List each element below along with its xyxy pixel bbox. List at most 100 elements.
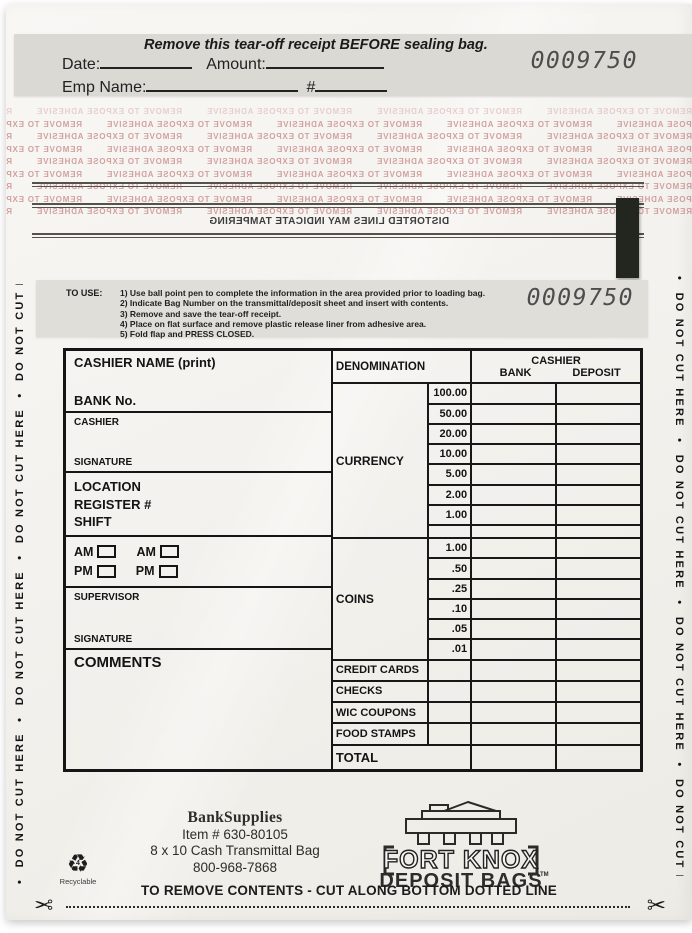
deposit-entry-cell (554, 597, 642, 621)
logo-left-bracket (383, 845, 394, 876)
logo-roof-band (421, 810, 501, 820)
logo-building-body (405, 818, 517, 834)
section-label: COINS (331, 537, 430, 661)
tamper-warning-text: DISTORTED LINES MAY INDICATE TAMPERING (208, 216, 450, 227)
deposit-entry-cell (554, 557, 642, 580)
cashier-name-section: CASHIER NAME (print) BANK No. (66, 351, 331, 413)
am-row: AM AM (74, 545, 323, 559)
deposit-entry-cell (554, 422, 642, 446)
logo-deposit-bags-text: DEPOSIT BAGS (379, 870, 542, 891)
special-row-label: FOOD STAMPS (331, 722, 430, 746)
bank-column-header: BANK (499, 366, 532, 379)
denomination-amount: .10 (427, 597, 473, 621)
register-label: REGISTER # (74, 496, 152, 512)
deposit-entry-cell (554, 701, 642, 725)
receipt-date-amount-line: Date: Amount: (62, 54, 384, 74)
scissors-icon: ✂ (34, 892, 54, 918)
bank-entry-cell (470, 524, 557, 540)
adhesive-security-text: REMOVE TO EXPOSE ADHESIVE REMOVE TO EXPO… (6, 119, 692, 129)
receipt-notice: Remove this tear-off receipt BEFORE seal… (144, 37, 488, 53)
logo-fort-knox-text: FORT KNOX (383, 846, 539, 874)
bank-entry-cell (470, 463, 557, 486)
adhesive-security-text: REMOVE TO EXPOSE ADHESIVE REMOVE TO EXPO… (6, 132, 692, 141)
bag-serial-number: 0009750 (530, 48, 638, 74)
bank-entry-cell (470, 701, 557, 725)
am-checkbox (97, 545, 117, 559)
denomination-header: DENOMINATION (331, 349, 473, 385)
to-use-label: TO USE: (66, 288, 103, 298)
location-label: LOCATION (74, 479, 141, 494)
signature-label: SIGNATURE (74, 634, 133, 645)
deposit-entry-cell (554, 577, 642, 600)
tamper-line (32, 236, 644, 238)
pm-checkbox (96, 564, 116, 578)
emp-number-label: # (306, 79, 316, 96)
flap-black-bar (616, 198, 639, 278)
bank-entry-cell (470, 557, 557, 580)
am-label: AM (74, 544, 94, 559)
cut-dotted-line (66, 906, 630, 908)
am-label: AM (136, 544, 156, 559)
pm-checkbox (158, 564, 178, 578)
scissors-icon: ✂ (646, 892, 666, 918)
denomination-amount: .05 (427, 618, 473, 641)
bank-entry-cell (470, 483, 557, 506)
supervisor-label: SUPERVISOR (74, 592, 140, 603)
emp-number-blank-line (315, 77, 388, 92)
deposit-entry-cell (554, 537, 642, 560)
bank-entry-cell (470, 443, 557, 466)
instructions-strip: TO USE: 1) Use ball point pen to complet… (36, 280, 648, 339)
bank-entry-cell (470, 679, 557, 704)
denomination-amount: .50 (427, 557, 473, 580)
bank-entry-cell (470, 382, 557, 405)
emp-name-label: Emp Name: (62, 79, 147, 96)
date-blank-line (100, 54, 193, 69)
date-label: Date: (62, 56, 101, 73)
comments-section: COMMENTS (66, 650, 331, 769)
do-not-cut-margin-right: • DO NOT CUT HERE • DO NOT CUT HERE • DO… (673, 276, 685, 876)
bank-entry-cell (470, 597, 557, 621)
deposit-entry-cell (554, 638, 642, 661)
bank-entry-cell (470, 537, 557, 560)
tamper-line (32, 182, 644, 184)
bank-entry-cell (470, 422, 557, 446)
supplier-brand: BankSupplies (187, 809, 283, 826)
adhesive-security-text: REMOVE TO EXPOSE ADHESIVE REMOVE TO EXPO… (6, 107, 692, 116)
location-section: LOCATION REGISTER # SHIFT (66, 473, 331, 537)
logo-right-bracket (528, 845, 539, 876)
recycle-icon: ♻ (66, 850, 90, 878)
cashier-info-panel: CASHIER NAME (print) BANK No. CASHIER SI… (66, 351, 333, 769)
supervisor-section: SUPERVISOR SIGNATURE (66, 588, 331, 650)
denomination-amount: .25 (427, 577, 473, 600)
logo-trademark: TM (540, 872, 549, 878)
deposit-entry-cell (554, 382, 642, 405)
use-step: 5) Fold flap and PRESS CLOSED. (120, 329, 255, 340)
amount-cell (427, 658, 473, 682)
use-step: 3) Remove and save the tear-off receipt. (120, 308, 282, 319)
supplier-item: Item # 630-80105 (182, 826, 288, 842)
denomination-amount: 50.00 (427, 402, 473, 425)
cashier-header-label: CASHIER (531, 354, 581, 367)
bank-entry-cell (470, 402, 557, 425)
signature-label: SIGNATURE (74, 457, 133, 468)
shift-label: SHIFT (74, 514, 112, 529)
denomination-amount (427, 524, 473, 540)
receipt-emp-line: Emp Name: # (62, 77, 388, 97)
cashier-label: CASHIER (74, 417, 120, 428)
cashier-name-label: CASHIER NAME (print) (74, 355, 216, 370)
use-steps: 1) Use ball point pen to complete the in… (120, 288, 485, 339)
amount-cell (427, 701, 473, 725)
recycle-code: 4 (76, 860, 80, 867)
transmittal-form: CASHIER NAME (print) BANK No. CASHIER SI… (63, 348, 643, 772)
denomination-table: DENOMINATION CASHIER BANK DEPOSIT CURREN… (331, 349, 642, 771)
cashier-columns-header: CASHIER BANK DEPOSIT (470, 349, 641, 385)
denomination-amount: 5.00 (427, 463, 473, 486)
deposit-entry-cell (554, 658, 642, 682)
adhesive-security-text: REMOVE TO EXPOSE ADHESIVE REMOVE TO EXPO… (6, 169, 692, 179)
cut-instruction-text: TO REMOVE CONTENTS - CUT ALONG BOTTOM DO… (140, 883, 558, 898)
bank-entry-cell (470, 722, 557, 746)
deposit-bag: Remove this tear-off receipt BEFORE seal… (6, 4, 692, 920)
deposit-entry-cell (554, 443, 642, 466)
adhesive-security-text: REMOVE TO EXPOSE ADHESIVE REMOVE TO EXPO… (6, 157, 692, 166)
tamper-line (32, 206, 644, 208)
